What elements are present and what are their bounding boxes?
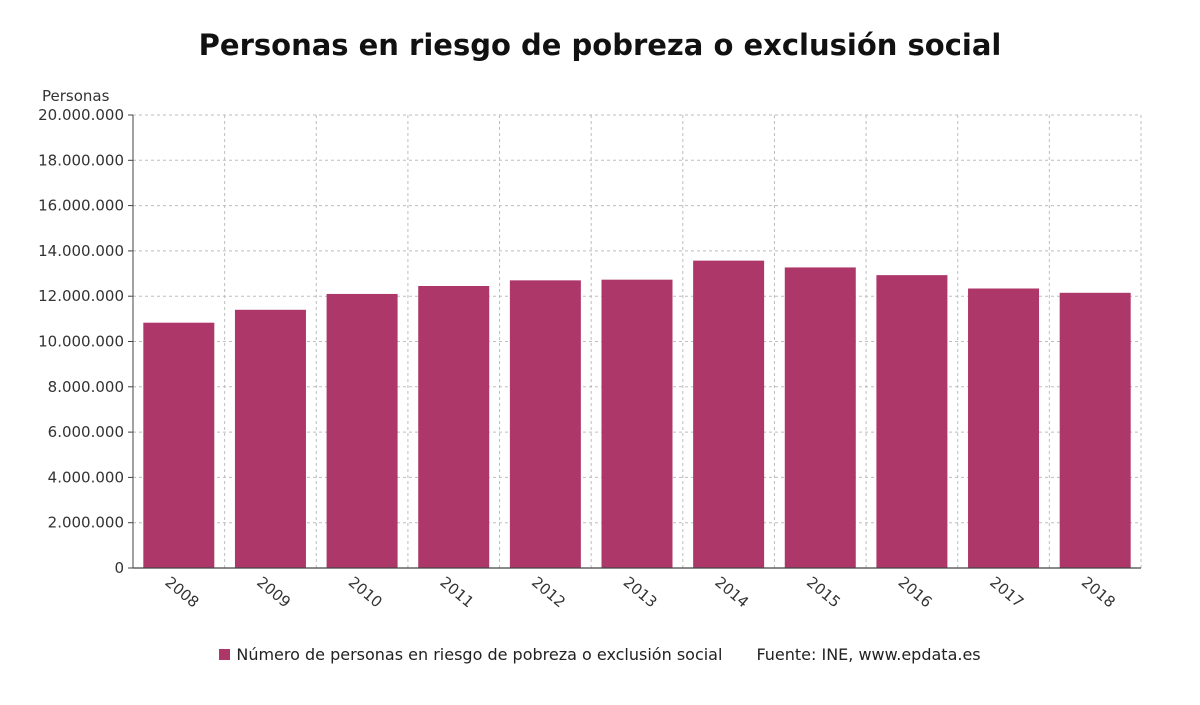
bar-2011 — [418, 286, 490, 568]
x-tick-label: 2013 — [620, 573, 661, 611]
y-tick-label: 14.000.000 — [38, 242, 124, 260]
x-tick-label: 2014 — [711, 573, 752, 611]
bar-2010 — [326, 293, 398, 568]
legend: Número de personas en riesgo de pobreza … — [0, 645, 1200, 664]
y-tick-label: 10.000.000 — [38, 333, 124, 351]
bar-2012 — [509, 280, 581, 568]
bar-2015 — [784, 267, 856, 568]
bar-2016 — [876, 275, 948, 568]
x-tick-label: 2011 — [437, 573, 478, 611]
y-tick-label: 16.000.000 — [38, 197, 124, 215]
bar-2009 — [234, 309, 306, 568]
y-tick-label: 4.000.000 — [48, 468, 124, 486]
bar-2018 — [1059, 292, 1131, 568]
bar-2013 — [601, 279, 673, 568]
x-tick-label: 2017 — [986, 573, 1027, 611]
source-note: Fuente: INE, www.epdata.es — [756, 645, 981, 664]
legend-label: Número de personas en riesgo de pobreza … — [236, 645, 723, 664]
bar-2017 — [968, 288, 1040, 568]
y-tick-label: 6.000.000 — [48, 423, 124, 441]
x-tick-label: 2016 — [895, 573, 936, 611]
y-tick-label: 18.000.000 — [38, 151, 124, 169]
chart-title: Personas en riesgo de pobreza o exclusió… — [198, 28, 1002, 62]
x-tick-label: 2009 — [253, 573, 294, 611]
x-tick-label: 2012 — [528, 573, 569, 611]
legend-swatch — [219, 649, 231, 660]
y-tick-label: 0 — [114, 559, 124, 577]
x-tick-label: 2018 — [1078, 573, 1119, 611]
bar-2008 — [143, 322, 215, 568]
y-tick-label: 2.000.000 — [48, 514, 124, 532]
bars — [143, 260, 1131, 568]
x-tick-label: 2008 — [162, 573, 203, 611]
y-tick-label: 20.000.000 — [38, 106, 124, 124]
x-tick-label: 2010 — [345, 573, 386, 611]
x-tick-label: 2015 — [803, 573, 844, 611]
bar-2014 — [693, 260, 765, 568]
y-tick-label: 8.000.000 — [48, 378, 124, 396]
y-axis-label: Personas — [42, 87, 110, 105]
y-tick-label: 12.000.000 — [38, 287, 124, 305]
